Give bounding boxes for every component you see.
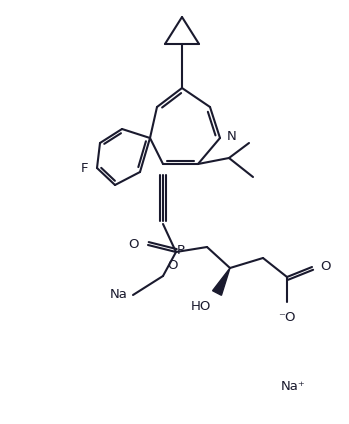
Text: ⁻O: ⁻O (278, 311, 296, 324)
Text: O: O (128, 237, 139, 251)
Text: O: O (167, 259, 178, 272)
Text: O: O (320, 259, 331, 273)
Text: P: P (177, 245, 185, 257)
Polygon shape (213, 268, 230, 295)
Text: Na: Na (110, 288, 128, 301)
Text: N: N (227, 131, 237, 143)
Text: F: F (81, 162, 88, 175)
Text: HO: HO (191, 300, 211, 313)
Text: Na⁺: Na⁺ (281, 380, 305, 393)
